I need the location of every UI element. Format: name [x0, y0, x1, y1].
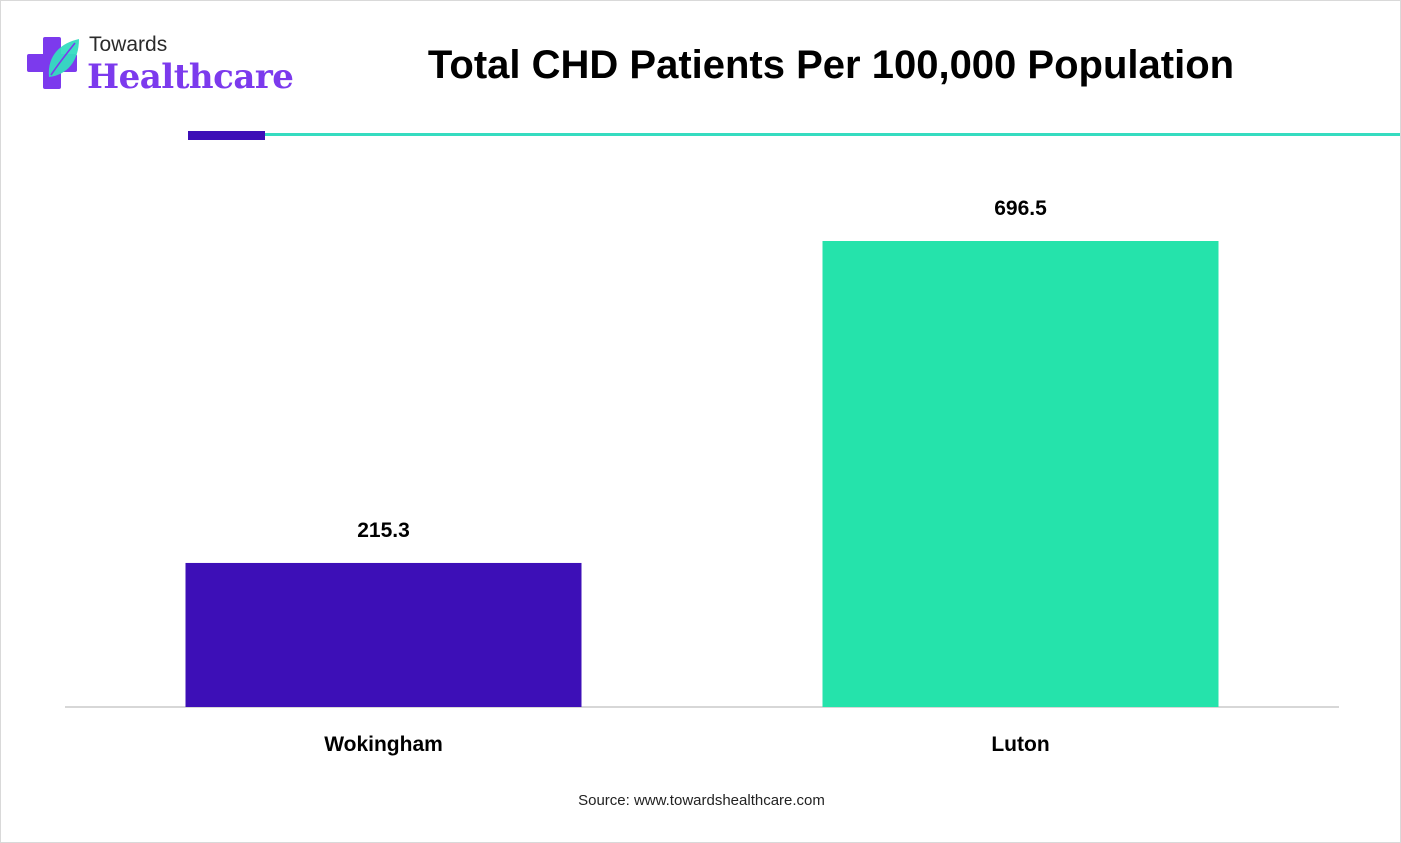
data-label-luton: 696.5 [994, 197, 1047, 220]
bar-wokingham [185, 562, 582, 707]
title-underline [265, 133, 1400, 136]
logo-text-towards: Towards [89, 33, 168, 56]
chart-title: Total CHD Patients Per 100,000 Populatio… [427, 43, 1235, 87]
source-note: Source: www.towardshealthcare.com [578, 792, 825, 809]
data-label-wokingham: 215.3 [357, 519, 410, 542]
bar-luton [822, 241, 1219, 707]
logo-text-healthcare: Healthcare [87, 57, 294, 97]
title-underline-accent [188, 131, 265, 140]
medical-cross-leaf-icon [27, 37, 79, 89]
category-label-luton: Luton [991, 733, 1049, 756]
brand-logo: Towards Healthcare [27, 31, 294, 101]
category-label-wokingham: Wokingham [324, 733, 443, 756]
